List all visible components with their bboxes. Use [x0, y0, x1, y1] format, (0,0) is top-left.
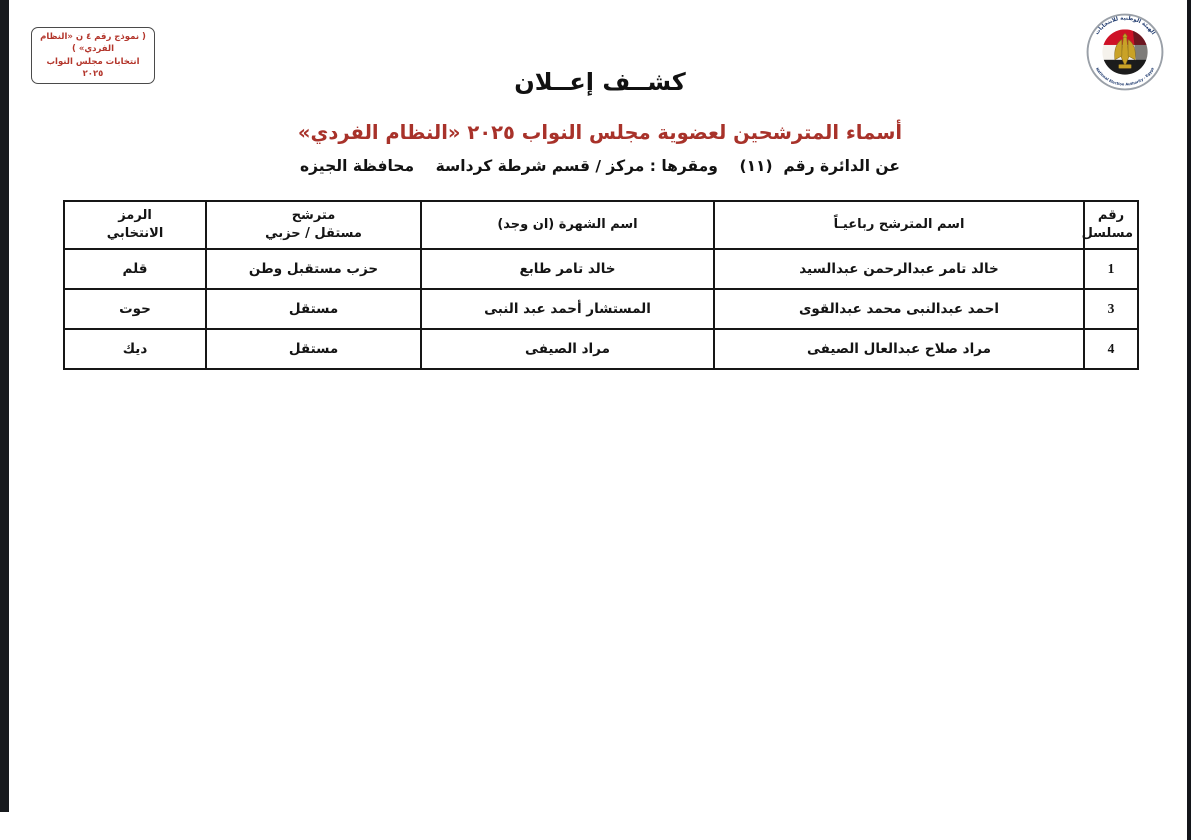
- cell-candidate-name: خالد تامر عبدالرحمن عبدالسيد: [713, 248, 1085, 290]
- cell-electoral-symbol: قلم: [63, 248, 207, 290]
- table-row: 4 مراد صلاح عبدالعال الصيفى مراد الصيفى …: [63, 328, 1139, 370]
- form-number-line2: انتخابات مجلس النواب ٢٠٢٥: [46, 56, 140, 79]
- header-party-line1: مترشح: [291, 208, 336, 224]
- cell-electoral-symbol: ديك: [63, 328, 207, 370]
- cell-known-as: خالد تامر طابع: [420, 248, 715, 290]
- cell-known-as: مراد الصيفى: [420, 328, 715, 370]
- cell-party: حزب مستقبل وطن: [205, 248, 422, 290]
- header-party-line2: مستقل / حزبي: [265, 226, 362, 241]
- header-symbol-line2: الانتخابي: [106, 226, 164, 241]
- cell-party: مستقل: [205, 288, 422, 330]
- scan-edge-right: [1187, 0, 1191, 840]
- cell-serial: 4: [1083, 328, 1139, 370]
- cell-party: مستقل: [205, 328, 422, 370]
- header-symbol-line1: الرمز: [118, 208, 152, 224]
- table-row: 1 خالد تامر عبدالرحمن عبدالسيد خالد تامر…: [63, 248, 1139, 290]
- district-line: عن الدائرة رقم (١١) ومقرها : مركز / قسم …: [300, 157, 900, 175]
- cell-known-as: المستشار أحمد عبد النبى: [420, 288, 715, 330]
- scan-edge-left: [0, 0, 9, 812]
- candidates-table: رقم مسلسل اسم المترشح رباعيـاً اسم الشهر…: [63, 200, 1139, 370]
- page-title: كشــف إعــلان: [514, 68, 686, 96]
- table-row: 3 احمد عبدالنبى محمد عبدالقوى المستشار أ…: [63, 288, 1139, 330]
- table-header-row: رقم مسلسل اسم المترشح رباعيـاً اسم الشهر…: [63, 200, 1139, 250]
- form-number-line1: ( نموذج رقم ٤ ن «النظام الفردي» ): [40, 32, 146, 55]
- header-serial-line1: رقم: [1097, 208, 1125, 224]
- cell-serial: 1: [1083, 248, 1139, 290]
- header-candidate-name: اسم المترشح رباعيـاً: [713, 200, 1085, 250]
- header-serial: رقم مسلسل: [1081, 200, 1139, 250]
- header-electoral-symbol: الرمز الانتخابي: [63, 200, 207, 250]
- form-number-box: ( نموذج رقم ٤ ن «النظام الفردي» ) انتخاب…: [31, 27, 155, 85]
- cell-candidate-name: مراد صلاح عبدالعال الصيفى: [713, 328, 1085, 370]
- header-party: مترشح مستقل / حزبي: [205, 200, 422, 250]
- header-serial-line2: مسلسل: [1081, 226, 1133, 241]
- cell-candidate-name: احمد عبدالنبى محمد عبدالقوى: [713, 288, 1085, 330]
- cell-serial: 3: [1083, 288, 1139, 330]
- cell-electoral-symbol: حوت: [63, 288, 207, 330]
- national-election-authority-logo-icon: الهيئة الوطنية للانتخابات National Elect…: [1086, 13, 1164, 91]
- header-known-as: اسم الشهرة (ان وجد): [420, 200, 715, 250]
- candidates-subtitle: أسماء المترشحين لعضوية مجلس النواب ٢٠٢٥ …: [297, 121, 903, 144]
- eagle-of-saladin-icon: [1114, 32, 1136, 69]
